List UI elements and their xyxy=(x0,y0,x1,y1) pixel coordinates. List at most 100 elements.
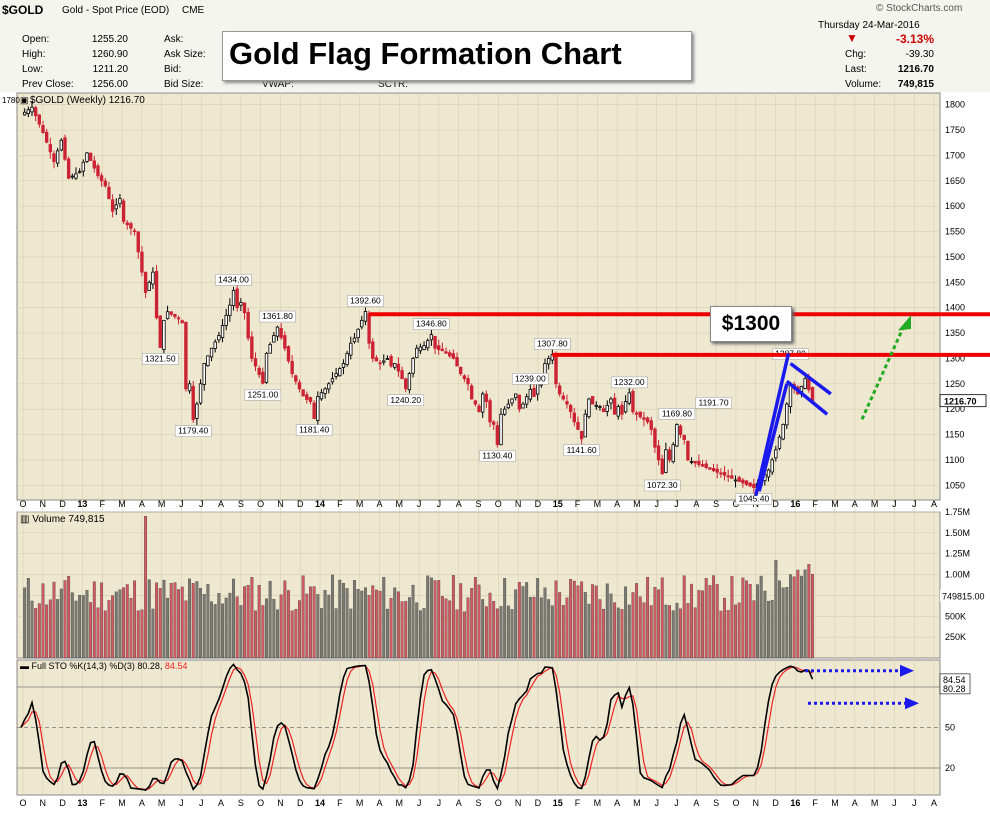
volume-bar xyxy=(367,595,371,659)
volume-bar xyxy=(569,579,573,659)
annotation-box xyxy=(512,373,549,385)
volume-bar xyxy=(437,580,441,659)
volume-bar xyxy=(382,577,386,659)
candle-body xyxy=(250,336,254,359)
candle-body xyxy=(253,358,258,367)
candle-body xyxy=(352,337,357,343)
x-tick-label: S xyxy=(238,499,244,509)
volume-bar xyxy=(558,592,562,659)
candle-body xyxy=(66,158,71,179)
stat-value: 1211.20 xyxy=(92,64,128,75)
volume-bar xyxy=(488,592,492,659)
candle-body xyxy=(455,357,459,367)
price-annotation: 1045.40 xyxy=(735,493,773,505)
stat-label: Low: xyxy=(22,64,44,75)
x-tick-label: A xyxy=(218,499,224,509)
volume-tick-label: 1.50M xyxy=(945,528,970,538)
volume-bar xyxy=(45,604,49,659)
volume-bar xyxy=(312,586,316,659)
candle-body xyxy=(645,417,650,423)
volume-bar xyxy=(481,599,485,659)
y-tick-label: 1750 xyxy=(945,125,965,135)
volume-bar xyxy=(385,608,389,659)
candle-body xyxy=(656,445,661,461)
annotation-box xyxy=(534,338,571,350)
candle-body xyxy=(532,387,536,397)
volume-bar xyxy=(89,602,93,659)
volume-bar xyxy=(199,587,202,659)
volume-bar xyxy=(660,577,664,659)
x-tick-label: N xyxy=(753,798,760,808)
candle-body xyxy=(323,388,327,394)
volume-bar xyxy=(202,594,206,659)
stat-label: Chg: xyxy=(845,49,867,60)
candle-body xyxy=(202,363,206,385)
annotation-label: 1321.50 xyxy=(145,354,176,364)
annotation-label: 1179.40 xyxy=(178,426,208,436)
candle-body xyxy=(524,396,529,405)
candle-body xyxy=(70,175,74,178)
volume-bar xyxy=(173,582,177,659)
volume-bar xyxy=(455,609,459,659)
candle-body xyxy=(301,389,305,397)
candle-body xyxy=(741,479,745,484)
volume-bar xyxy=(151,608,155,659)
candle-body xyxy=(74,173,78,179)
candle-body xyxy=(283,335,287,349)
volume-panel-title: ▥ Volume 749,815 xyxy=(20,514,105,525)
candle-body xyxy=(583,413,587,438)
volume-bar xyxy=(37,603,41,659)
x-tick-label: S xyxy=(475,499,481,509)
volume-bar xyxy=(646,576,650,659)
candle-body xyxy=(418,346,423,352)
volume-bar xyxy=(338,579,342,659)
x-tick-label: M xyxy=(871,798,879,808)
x-tick-label: S xyxy=(713,499,719,509)
annotation-label: 1045.40 xyxy=(738,494,769,504)
volume-bar xyxy=(261,605,265,659)
annotation-label: 1072.30 xyxy=(647,480,678,490)
candle-body xyxy=(407,373,412,391)
x-tick-label: A xyxy=(456,798,462,808)
y-tick-label: 1800 xyxy=(945,100,965,110)
x-tick-label: A xyxy=(614,798,620,808)
volume-bar xyxy=(723,597,726,659)
volume-bar xyxy=(712,575,715,659)
candle-body xyxy=(110,199,115,212)
x-tick-label: J xyxy=(674,499,679,509)
candle-body xyxy=(165,311,170,320)
y-tick-label: 1250 xyxy=(945,379,965,389)
candle-body xyxy=(363,311,368,322)
annotation-box xyxy=(563,444,600,457)
x-tick-label: F xyxy=(337,499,343,509)
candle-body xyxy=(305,394,309,400)
x-tick-label: N xyxy=(515,798,522,808)
y-tick-label: 1550 xyxy=(945,227,965,237)
volume-bar xyxy=(448,600,452,659)
candle-body xyxy=(565,401,569,405)
x-tick-label: A xyxy=(614,499,620,509)
y-tick-label: 1150 xyxy=(945,430,964,440)
candle-body xyxy=(206,355,210,367)
candle-body xyxy=(338,368,342,377)
volume-bar xyxy=(811,573,814,659)
x-tick-label: J xyxy=(912,798,917,808)
x-tick-label: N xyxy=(515,499,522,509)
volume-bar xyxy=(774,559,778,659)
volume-bar xyxy=(122,587,126,659)
volume-bar xyxy=(305,593,309,659)
price-annotation: 1251.00 xyxy=(244,389,282,401)
volume-bar xyxy=(34,608,38,659)
candle-body xyxy=(744,480,749,485)
candle-body xyxy=(605,404,609,412)
price-annotation: 1346.80 xyxy=(413,318,450,330)
volume-bar xyxy=(422,608,426,659)
x-tick-label: M xyxy=(594,798,602,808)
candle-body xyxy=(708,467,712,470)
x-tick-label: 13 xyxy=(77,798,87,808)
candle-body xyxy=(601,408,606,413)
candle-body xyxy=(561,395,565,400)
candle-body xyxy=(499,413,503,446)
volume-bar xyxy=(81,595,85,659)
x-tick-label: A xyxy=(693,499,699,509)
